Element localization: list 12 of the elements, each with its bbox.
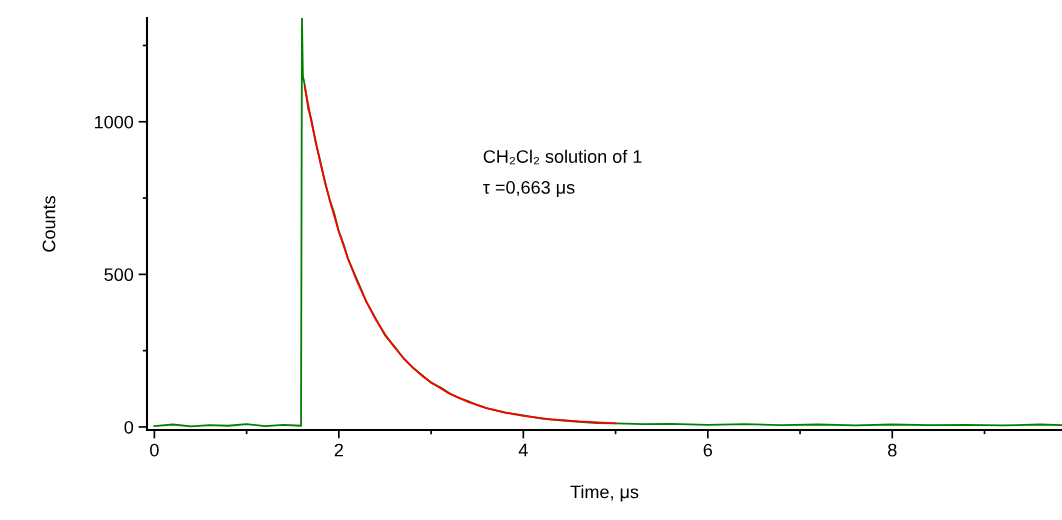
- x-tick-label: 2: [334, 443, 343, 457]
- y-tick-label: 500: [104, 268, 134, 282]
- x-axis-title: Time, μs: [570, 485, 639, 502]
- y-axis-title: Counts: [42, 196, 56, 252]
- x-tick-label: 8: [888, 443, 897, 457]
- y-tick-label: 0: [124, 420, 134, 434]
- x-tick-label: 6: [703, 443, 713, 457]
- annotation: τ =0,663 μs: [483, 181, 575, 198]
- x-tick-label: 0: [150, 443, 159, 457]
- annotation: CH₂Cl₂ solution of 1: [483, 149, 642, 165]
- y-tick-label: 1000: [95, 115, 134, 129]
- x-tick-label: 4: [518, 443, 528, 457]
